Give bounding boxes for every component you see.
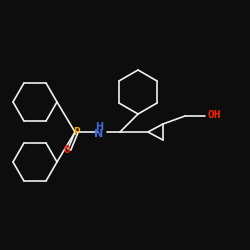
Text: OH: OH (208, 110, 222, 120)
Text: P: P (72, 127, 80, 137)
Text: O: O (64, 145, 70, 155)
Text: H: H (95, 122, 103, 132)
Text: N: N (94, 129, 104, 139)
